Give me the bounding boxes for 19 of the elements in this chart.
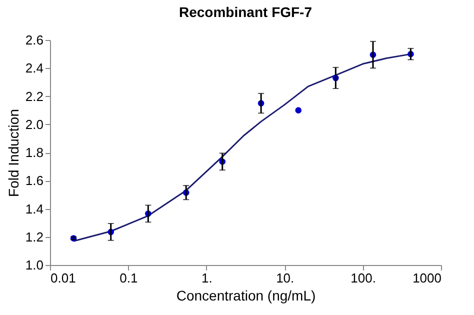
y-axis-title: Fold Induction [5, 109, 22, 197]
y-tick-label: 1.0 [25, 258, 44, 272]
x-tick-label: 10. [276, 270, 294, 286]
y-tick-label: 2.4 [25, 60, 44, 76]
x-axis-title: Concentration (ng/mL) [176, 288, 316, 304]
x-tick-label: 0.1 [120, 270, 138, 286]
y-tick-label: 2.0 [25, 116, 44, 132]
x-tick-label: 0.01 [50, 270, 76, 286]
x-tick-label: 1. [201, 270, 212, 286]
y-tick-label: 2.6 [25, 32, 44, 48]
y-tick-label: 1.8 [25, 145, 44, 160]
y-tick-label: 1.6 [25, 173, 44, 188]
point [295, 107, 302, 114]
y-tick-label: 2.2 [25, 88, 44, 104]
chart-title: Recombinant FGF-7 [178, 4, 312, 20]
x-tick-label: 100. [350, 270, 376, 286]
y-tick-label: 1.2 [25, 229, 44, 244]
x-tick-label: 1000 [412, 270, 442, 286]
y-tick-label: 1.4 [25, 201, 44, 216]
